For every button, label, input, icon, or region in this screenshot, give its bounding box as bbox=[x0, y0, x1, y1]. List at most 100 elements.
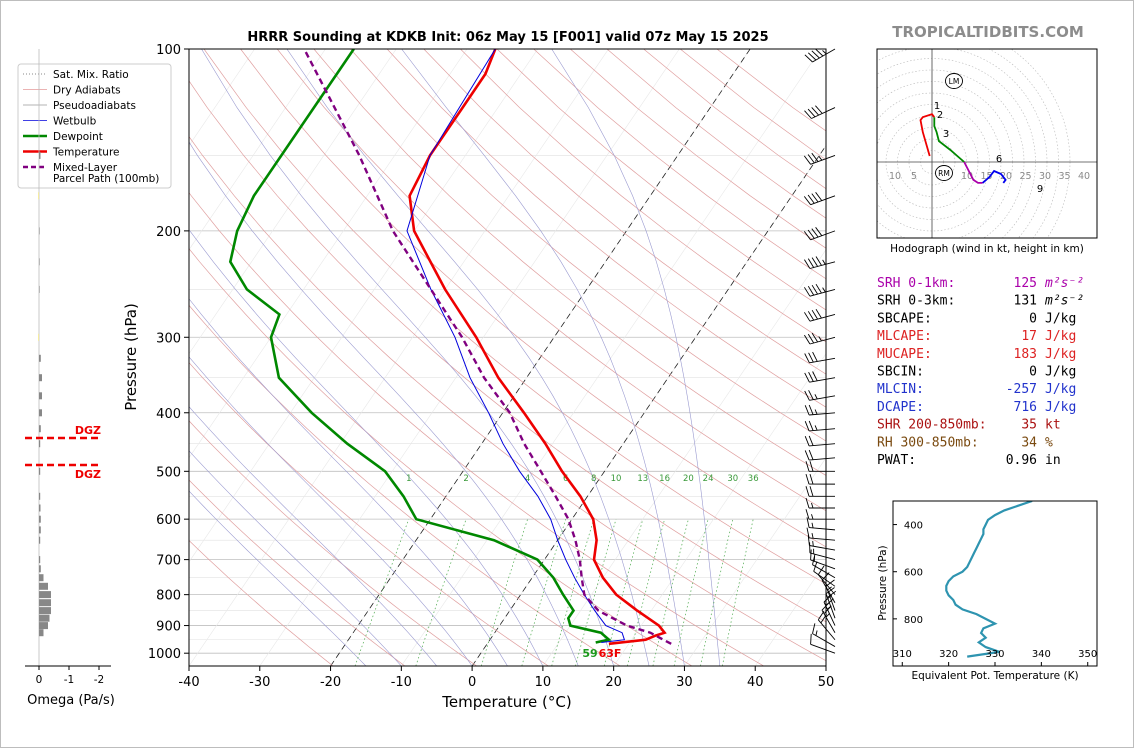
omega-bar bbox=[39, 615, 50, 622]
wind-barb bbox=[805, 106, 836, 119]
index-label: DCAPE: bbox=[877, 400, 924, 415]
index-unit: J/kg bbox=[1045, 365, 1076, 380]
wind-barb bbox=[806, 498, 835, 508]
index-unit: m²s⁻² bbox=[1044, 294, 1084, 309]
theta-e-x-tick-label: 350 bbox=[1078, 649, 1097, 660]
moist-adiabat-line bbox=[136, 49, 578, 666]
omega-bar bbox=[38, 334, 39, 341]
wind-barb-flag bbox=[809, 353, 814, 362]
wind-barb-flag bbox=[805, 405, 809, 415]
hodograph-ring-label: 40 bbox=[1078, 171, 1090, 182]
omega-bar bbox=[39, 574, 44, 581]
omega-bar bbox=[39, 607, 51, 614]
y-tick-label: 100 bbox=[156, 43, 181, 58]
wind-barb-flag bbox=[804, 287, 810, 296]
omega-bar bbox=[39, 227, 40, 234]
watermark-text: TROPICALTIDBITS.COM bbox=[892, 23, 1084, 41]
dgz-top-label: DGZ bbox=[75, 424, 101, 437]
omega-bar bbox=[39, 440, 40, 447]
x-tick-label: -40 bbox=[178, 675, 199, 690]
isotherm-line bbox=[189, 49, 609, 666]
wind-barb bbox=[806, 474, 835, 484]
mixing-ratio-line bbox=[481, 519, 527, 666]
wind-barb-half-flag bbox=[823, 288, 826, 292]
index-unit: J/kg bbox=[1045, 311, 1076, 326]
dry-adiabat-line bbox=[204, 49, 979, 666]
wind-barb-flag bbox=[806, 461, 809, 471]
skew-t-frame bbox=[189, 49, 826, 666]
y-tick-label: 900 bbox=[156, 620, 181, 635]
theta-e-y-tick-label: 800 bbox=[904, 615, 923, 626]
theta-e-x-tick-label: 330 bbox=[985, 649, 1004, 660]
wind-barb bbox=[808, 535, 835, 550]
hodograph-title: Hodograph (wind in kt, height in km) bbox=[890, 243, 1084, 255]
wind-barb bbox=[804, 333, 835, 344]
omega-bar bbox=[39, 556, 40, 563]
wind-barb bbox=[806, 509, 835, 519]
x-tick-label: 50 bbox=[818, 675, 835, 690]
wind-barb-flag bbox=[808, 259, 813, 268]
surface-temp-label: 63F bbox=[599, 647, 622, 660]
wind-barb-half-flag bbox=[812, 523, 813, 528]
wind-barb-half-flag bbox=[812, 503, 814, 508]
mixing-ratio-label: 36 bbox=[748, 474, 759, 484]
omega-bar bbox=[39, 374, 42, 381]
isotherm-line bbox=[260, 49, 680, 666]
omega-bar bbox=[39, 591, 51, 598]
mixing-ratio-label: 30 bbox=[727, 474, 738, 484]
wind-barb-flag bbox=[805, 436, 809, 446]
x-tick-label: -30 bbox=[249, 675, 270, 690]
isotherm-line bbox=[755, 49, 1134, 666]
wind-barb-staff bbox=[810, 289, 835, 296]
mixing-ratio-label: 24 bbox=[703, 474, 714, 484]
omega-tick-label: 0 bbox=[36, 674, 43, 686]
wind-barb bbox=[804, 257, 835, 269]
series-temperature-line bbox=[410, 49, 665, 644]
wind-barb-staff bbox=[811, 644, 835, 653]
index-value: 35 bbox=[1021, 418, 1037, 433]
omega-bar bbox=[39, 258, 40, 265]
legend-label-line2: Parcel Path (100mb) bbox=[53, 173, 159, 185]
hodograph-ring-label: 35 bbox=[1058, 171, 1070, 182]
legend-label: Temperature bbox=[52, 147, 120, 159]
hodograph-frame bbox=[877, 49, 1097, 238]
wind-barb-half-flag bbox=[823, 260, 826, 265]
x-tick-label: 40 bbox=[747, 675, 764, 690]
legend-label: Sat. Mix. Ratio bbox=[53, 69, 129, 81]
index-label: SRH 0-3km: bbox=[877, 294, 955, 309]
y-tick-label: 500 bbox=[156, 465, 181, 480]
series-wetbulb-line bbox=[407, 49, 624, 643]
index-unit: J/kg bbox=[1045, 329, 1076, 344]
index-unit: J/kg bbox=[1045, 382, 1076, 397]
omega-bar bbox=[39, 425, 41, 432]
chart-title: HRRR Sounding at KDKB Init: 06z May 15 [… bbox=[247, 30, 768, 45]
hodograph-ring-label: 30 bbox=[1039, 171, 1051, 182]
wind-barb-flag bbox=[805, 391, 810, 400]
dry-adiabat-line bbox=[167, 49, 907, 666]
wind-barb-half-flag bbox=[815, 394, 817, 399]
wind-barb bbox=[805, 390, 835, 400]
hodograph-ring-label: 25 bbox=[1019, 171, 1031, 182]
mixing-ratio-line bbox=[416, 519, 466, 666]
index-label: RH 300-850mb: bbox=[877, 435, 979, 450]
theta-e-frame bbox=[893, 501, 1097, 666]
mixing-ratio-label: 1 bbox=[406, 474, 411, 484]
omega-bar bbox=[39, 599, 51, 606]
wind-barb-flag bbox=[804, 312, 810, 321]
isotherm-line bbox=[118, 49, 538, 666]
omega-bar bbox=[39, 583, 48, 590]
wind-barb-staff bbox=[810, 314, 835, 321]
index-label: SBCIN: bbox=[877, 365, 924, 380]
index-value: 34 bbox=[1021, 435, 1037, 450]
wind-barb-half-flag bbox=[816, 631, 817, 636]
wind-barb-flag bbox=[806, 474, 809, 484]
omega-bar bbox=[39, 355, 41, 362]
x-tick-label: -20 bbox=[320, 675, 341, 690]
hodograph-ring-label: 5 bbox=[911, 171, 917, 182]
index-unit: % bbox=[1045, 435, 1053, 450]
wind-barb-half-flag bbox=[813, 541, 814, 546]
index-label: MLCIN: bbox=[877, 382, 924, 397]
wind-barb-half-flag bbox=[815, 410, 817, 415]
